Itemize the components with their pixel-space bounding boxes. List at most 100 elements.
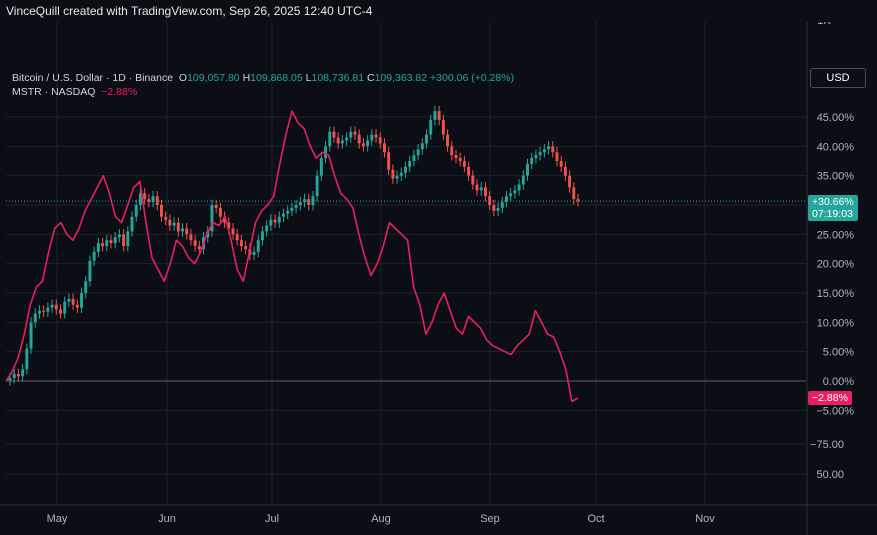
- candle-body: [197, 246, 201, 249]
- price-badge-timer: 07:19:03: [812, 208, 853, 220]
- candle-body: [307, 199, 311, 205]
- candle-body: [408, 161, 412, 167]
- candle-body: [50, 304, 54, 308]
- candle-body: [526, 163, 529, 176]
- candle-body: [227, 222, 231, 229]
- y-tick-label: 10.00%: [817, 317, 855, 329]
- y-tick-label: −75.00: [810, 439, 844, 451]
- candle-body: [349, 131, 353, 138]
- candle-body: [492, 205, 496, 211]
- candle-body: [151, 196, 155, 203]
- candle-body: [269, 219, 273, 226]
- candle-body: [16, 373, 20, 377]
- candle-body: [429, 119, 433, 135]
- candle-body: [547, 146, 551, 150]
- candle-body: [96, 243, 100, 252]
- candle-body: [441, 119, 445, 135]
- candle-body: [218, 207, 222, 217]
- y-tick-label: 35.00%: [817, 171, 855, 183]
- candle-body: [138, 193, 142, 205]
- candle-body: [483, 187, 487, 197]
- candle-body: [500, 202, 504, 208]
- candle-body: [282, 213, 285, 217]
- candle-body: [513, 190, 517, 194]
- candle-body: [471, 175, 475, 185]
- candle-body: [25, 348, 29, 370]
- candle-body: [374, 134, 378, 138]
- candle-body: [420, 143, 424, 150]
- candle-body: [328, 131, 332, 147]
- candle-body: [496, 207, 500, 211]
- candle-body: [46, 307, 50, 312]
- candle-body: [462, 161, 466, 167]
- candle-body: [168, 219, 172, 226]
- close-value: 109,363.82: [374, 72, 428, 84]
- candle-body: [509, 193, 513, 197]
- candle-body: [382, 143, 386, 153]
- candle-body: [176, 222, 180, 232]
- x-tick-label: Jul: [265, 513, 279, 525]
- candle-body: [147, 199, 151, 203]
- candle-body: [12, 373, 16, 379]
- mstr-line: [5, 110, 579, 403]
- candle-body: [294, 205, 298, 208]
- candle-body: [454, 155, 458, 159]
- candle-body: [126, 231, 130, 247]
- candle-body: [101, 243, 105, 247]
- candle-body: [378, 137, 382, 144]
- y-tick-label: 45.00%: [817, 112, 855, 124]
- candle-body: [109, 240, 113, 244]
- candle-body: [252, 251, 256, 255]
- candle-body: [521, 175, 525, 185]
- candle-body: [357, 134, 361, 144]
- candle-body: [235, 234, 239, 241]
- candle-body: [315, 175, 319, 197]
- candle-body: [59, 309, 62, 314]
- candle-body: [42, 310, 46, 312]
- candle-body: [361, 143, 365, 147]
- candle-body: [563, 166, 567, 176]
- candle-body: [542, 149, 546, 153]
- candle-body: [143, 193, 147, 200]
- credit-text: VinceQuill created with TradingView.com,…: [6, 4, 373, 18]
- candle-body: [155, 196, 159, 205]
- y-tick-label: 0.00%: [823, 376, 854, 388]
- candle-body: [319, 158, 323, 176]
- candle-body: [244, 246, 248, 249]
- candle-body: [332, 131, 336, 138]
- candle-body: [113, 237, 117, 244]
- close-label: C: [366, 72, 375, 84]
- candle-body: [92, 251, 96, 261]
- candle-body: [84, 281, 88, 293]
- candle-body: [572, 187, 576, 200]
- candle-body: [290, 207, 294, 211]
- low-value: 108,736.81: [311, 72, 365, 84]
- low-label: L: [305, 72, 312, 84]
- open-value: 109,057.80: [187, 72, 240, 84]
- high-value: 109,868.05: [250, 72, 303, 84]
- candle-body: [568, 175, 572, 188]
- candle-body: [538, 152, 542, 156]
- candle-body: [71, 298, 75, 305]
- candle-body: [134, 205, 138, 217]
- candle-body: [412, 155, 416, 161]
- currency-button[interactable]: USD: [810, 68, 866, 88]
- candle-body: [488, 196, 492, 205]
- y-tick-label: 50.00: [816, 469, 844, 481]
- candle-body: [404, 166, 407, 173]
- candle-body: [164, 216, 168, 220]
- y-tick-label: 25.00%: [817, 229, 855, 241]
- candle-body: [425, 134, 429, 144]
- candle-body: [117, 234, 121, 238]
- main-series-legend[interactable]: Bitcoin / U.S. Dollar · 1D · Binance O10…: [12, 72, 514, 84]
- candle-body: [475, 184, 479, 191]
- y-tick-label: −5.00%: [816, 405, 854, 417]
- y-tick-label: 20.00%: [817, 259, 855, 271]
- candle-body: [336, 137, 340, 144]
- candle-body: [75, 304, 79, 308]
- x-tick-label: Jun: [158, 513, 176, 525]
- candle-body: [105, 240, 109, 247]
- compare-series-legend[interactable]: MSTR · NASDAQ −2.88%: [12, 86, 137, 98]
- candle-body: [231, 228, 235, 235]
